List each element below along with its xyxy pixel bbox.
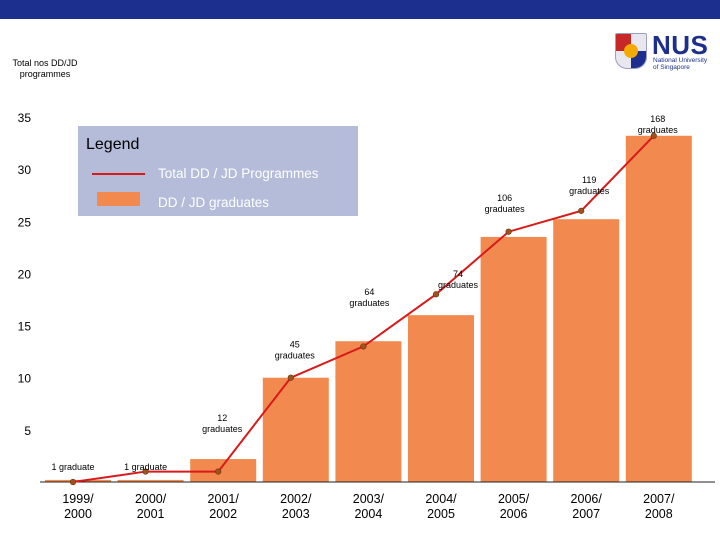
y-tick-label: 10 bbox=[18, 372, 32, 386]
y-tick-label: 5 bbox=[24, 424, 31, 438]
bar-8 bbox=[625, 135, 692, 482]
y-tick-label: 25 bbox=[18, 215, 32, 229]
x-tick-label: 2006/2007 bbox=[571, 492, 603, 521]
bar-4 bbox=[335, 341, 402, 482]
x-tick-label: 2000/2001 bbox=[135, 492, 167, 521]
x-tick-label: 2001/2002 bbox=[208, 492, 240, 521]
legend-bar-swatch bbox=[97, 192, 140, 206]
line-point-1 bbox=[142, 468, 149, 475]
legend-bar-label: DD / JD graduates bbox=[158, 195, 269, 210]
logo-text: NUS bbox=[652, 30, 709, 60]
data-label: 1 graduate bbox=[124, 462, 167, 472]
line-point-0 bbox=[69, 478, 77, 486]
top-banner bbox=[0, 0, 720, 19]
bar-7 bbox=[553, 219, 620, 482]
data-label: 119 graduates bbox=[569, 175, 610, 196]
x-tick-label: 2002/2003 bbox=[280, 492, 312, 521]
line-point-8 bbox=[650, 132, 657, 139]
line-point-5 bbox=[432, 291, 440, 298]
line-point-2 bbox=[215, 468, 222, 475]
crest-icon bbox=[615, 33, 647, 69]
bar-6 bbox=[480, 236, 547, 482]
x-tick-label: 2004/2005 bbox=[425, 492, 457, 521]
data-label: 12 graduates bbox=[202, 413, 243, 434]
y-tick-label: 20 bbox=[18, 267, 32, 281]
bar-2 bbox=[190, 459, 257, 482]
data-label: 74 graduates bbox=[438, 269, 479, 290]
line-point-7 bbox=[578, 207, 585, 214]
legend-title: Legend bbox=[86, 136, 139, 153]
bar-1 bbox=[117, 479, 184, 482]
legend-line-label: Total DD / JD Programmes bbox=[158, 166, 319, 181]
x-tick-label: 2005/2006 bbox=[498, 492, 530, 521]
data-label: 64 graduates bbox=[349, 287, 390, 308]
line-point-4 bbox=[360, 343, 367, 350]
x-tick-label: 2003/2004 bbox=[353, 492, 385, 521]
bar-5 bbox=[408, 315, 474, 482]
line-point-6 bbox=[505, 228, 512, 235]
y-axis-title: Total nos DD/JD programmes bbox=[12, 58, 78, 79]
data-label: 1 graduate bbox=[51, 462, 94, 472]
data-label: 168 graduates bbox=[638, 114, 679, 135]
line-point-3 bbox=[287, 374, 294, 381]
y-tick-label: 35 bbox=[18, 111, 32, 125]
y-tick-label: 30 bbox=[18, 163, 32, 177]
nus-logo: NUS National University of Singapore bbox=[612, 30, 712, 72]
bar-3 bbox=[262, 377, 329, 482]
y-tick-label: 15 bbox=[18, 320, 32, 334]
logo-subtext: National University of Singapore bbox=[653, 57, 708, 71]
x-tick-label: 2007/2008 bbox=[643, 492, 675, 521]
data-label: 45 graduates bbox=[275, 340, 316, 361]
x-tick-label: 1999/2000 bbox=[62, 492, 94, 521]
data-label: 106 graduates bbox=[485, 193, 526, 214]
